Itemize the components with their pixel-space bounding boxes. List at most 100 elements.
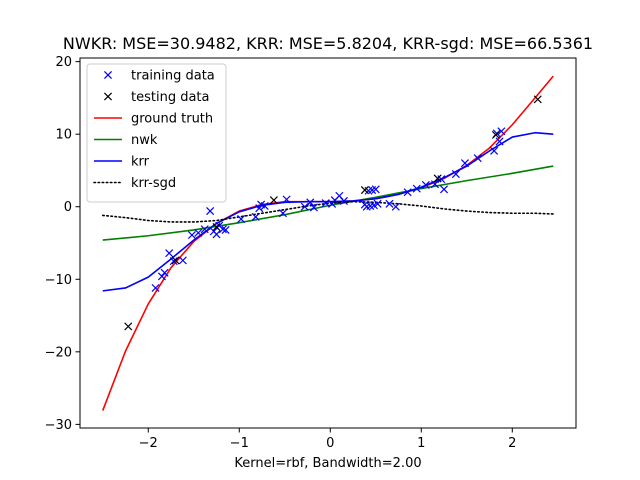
training-data-point-48 <box>473 154 482 163</box>
training-data-point-38-stroke-b <box>385 199 394 208</box>
testing-data-point-1-stroke-b <box>171 256 180 265</box>
training-data-point-42-stroke-b <box>421 180 430 189</box>
training-data-point-43-stroke-b <box>430 180 439 189</box>
x-tick-label-3: 1 <box>417 436 425 451</box>
training-data-point-46-stroke-b <box>451 170 460 179</box>
training-data-point-36-stroke-b <box>371 185 380 194</box>
krr-sgd-line <box>101 200 555 223</box>
training-data-point-40-stroke-b <box>403 188 412 197</box>
legend-marker-testing-data <box>103 92 113 101</box>
training-data-point-40 <box>403 188 412 197</box>
training-data-point-14-stroke-b <box>221 225 230 234</box>
training-data-point-28-stroke-b <box>335 191 344 200</box>
legend-box <box>86 63 227 203</box>
y-tick-label-2: −10 <box>45 273 72 288</box>
y-tick-label-4: 10 <box>55 128 72 143</box>
training-data-point-7-stroke-b <box>194 228 203 237</box>
training-data-point-18-stroke-b <box>257 200 266 209</box>
training-data-point-24-stroke-b <box>309 203 318 212</box>
plot-area <box>101 75 555 411</box>
testing-data-point-4 <box>360 186 369 195</box>
training-data-point-42 <box>421 180 430 189</box>
training-data-point-43 <box>430 180 439 189</box>
training-data-point-11-stroke-b <box>212 230 221 239</box>
training-data-point-16-stroke-b <box>251 212 260 221</box>
training-data-point-29 <box>339 196 348 205</box>
training-data-point-0 <box>151 283 160 293</box>
chart-title: NWKR: MSE=30.9482, KRR: MSE=5.8204, KRR-… <box>63 34 593 53</box>
training-data-point-7 <box>194 228 203 237</box>
testing-data-point-2 <box>212 223 221 232</box>
training-data-point-8 <box>200 225 209 234</box>
legend-label-krr-sgd: krr-sgd <box>131 176 176 191</box>
testing-data-point-0-stroke-b <box>124 322 133 331</box>
plot-inner <box>101 75 555 411</box>
training-data-point-21 <box>282 195 291 204</box>
training-data-point-26 <box>328 199 337 208</box>
training-data-point-4-stroke-b <box>169 257 178 266</box>
training-data-point-13-stroke-b <box>218 225 227 234</box>
training-data-point-5 <box>178 256 187 265</box>
training-data-point-46 <box>451 170 460 179</box>
training-data-point-29-stroke-b <box>339 196 348 205</box>
legend-label-krr: krr <box>131 155 150 170</box>
training-data-point-47 <box>460 159 469 168</box>
testing-data-point-6 <box>491 130 500 139</box>
legend-label-training-data: training data <box>131 69 215 84</box>
training-data-point-41 <box>412 184 421 193</box>
training-data-point-0-stroke-b <box>151 283 160 293</box>
training-data-point-48-stroke-b <box>473 154 482 163</box>
legend-marker-testing-data-stroke-b <box>103 92 113 101</box>
training-data-point-4 <box>169 257 178 266</box>
training-data-point-3 <box>165 249 174 258</box>
testing-data-point-4-stroke-b <box>360 186 369 195</box>
legend-label-nwk: nwk <box>131 133 158 148</box>
testing-data-point-5-stroke-b <box>433 174 442 183</box>
training-data-point-51-stroke-b <box>495 137 504 146</box>
training-data-point-6-stroke-b <box>187 230 196 240</box>
training-data-point-13 <box>218 225 227 234</box>
training-data-point-47-stroke-b <box>460 159 469 168</box>
training-data-points <box>151 127 506 293</box>
testing-data-point-6-stroke-b <box>491 130 500 139</box>
training-data-point-36 <box>371 185 380 194</box>
testing-data-point-0 <box>124 322 133 331</box>
training-data-point-9 <box>206 207 215 216</box>
training-data-point-39-stroke-b <box>391 202 400 211</box>
training-data-point-37 <box>373 199 382 208</box>
testing-data-points <box>124 95 542 331</box>
training-data-point-1 <box>157 272 166 281</box>
legend-label-ground-truth: ground truth <box>131 112 213 127</box>
legend-marker-training-data <box>103 70 113 80</box>
testing-data-point-7 <box>533 95 542 104</box>
testing-data-point-3 <box>269 196 278 205</box>
training-data-point-52-stroke-b <box>497 127 506 136</box>
training-data-point-20-stroke-b <box>278 209 287 218</box>
legend-label-testing-data: testing data <box>131 90 209 105</box>
training-data-point-2 <box>160 268 169 277</box>
training-data-point-16 <box>251 212 260 221</box>
training-data-point-49-stroke-b <box>490 146 499 155</box>
training-data-point-38 <box>385 199 394 208</box>
training-data-point-23-stroke-b <box>306 198 315 207</box>
training-data-point-15 <box>237 215 246 224</box>
testing-data-point-3-stroke-b <box>269 196 278 205</box>
legend-marker-training-data-stroke-b <box>103 70 113 80</box>
training-data-point-52 <box>497 127 506 136</box>
training-data-point-49 <box>490 146 499 155</box>
training-data-point-11 <box>212 230 221 239</box>
training-data-point-51 <box>495 137 504 146</box>
training-data-point-45-stroke-b <box>440 185 449 194</box>
training-data-point-21-stroke-b <box>282 195 291 204</box>
x-tick-label-4: 2 <box>508 436 516 451</box>
training-data-point-20 <box>278 209 287 218</box>
training-data-point-5-stroke-b <box>178 256 187 265</box>
training-data-point-39 <box>391 202 400 211</box>
training-data-point-23 <box>306 198 315 207</box>
training-data-point-8-stroke-b <box>200 225 209 234</box>
y-tick-label-1: −20 <box>45 345 72 360</box>
x-tick-label-0: −2 <box>139 436 158 451</box>
training-data-point-19-stroke-b <box>260 201 269 211</box>
training-data-point-24 <box>309 203 318 212</box>
training-data-point-37-stroke-b <box>373 199 382 208</box>
